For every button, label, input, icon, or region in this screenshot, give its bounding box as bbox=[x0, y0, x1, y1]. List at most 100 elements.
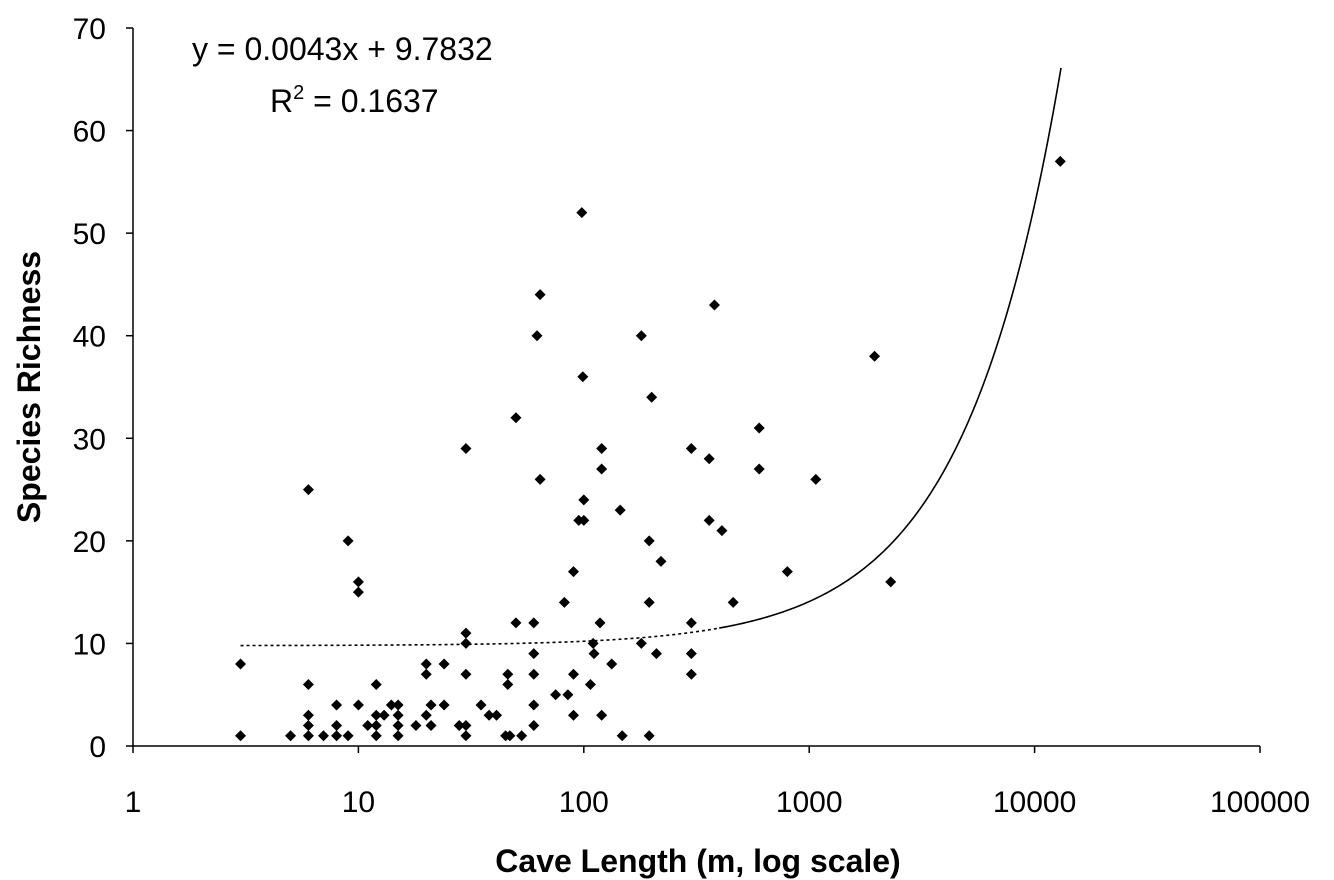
data-point bbox=[302, 678, 314, 690]
data-point bbox=[370, 709, 382, 721]
y-axis: 0 10 20 30 40 50 60 70 bbox=[73, 13, 134, 764]
data-point bbox=[576, 207, 588, 219]
y-axis-ticks: 0 10 20 30 40 50 60 70 bbox=[73, 13, 133, 764]
data-point bbox=[753, 422, 765, 434]
data-point bbox=[531, 330, 543, 342]
data-point bbox=[352, 586, 364, 598]
data-point bbox=[392, 719, 404, 731]
data-point bbox=[370, 719, 382, 731]
data-point bbox=[587, 637, 599, 649]
data-point bbox=[410, 719, 422, 731]
data-point bbox=[392, 699, 404, 711]
data-point bbox=[460, 719, 472, 731]
data-point bbox=[650, 648, 662, 660]
data-point bbox=[727, 596, 739, 608]
y-tick-label: 10 bbox=[73, 628, 106, 661]
data-point bbox=[646, 391, 658, 403]
data-point bbox=[528, 648, 540, 660]
x-axis: 1 10 100 1000 10000 100000 bbox=[125, 745, 1310, 819]
data-point bbox=[558, 596, 570, 608]
y-tick-label: 30 bbox=[73, 423, 106, 456]
data-point bbox=[528, 719, 540, 731]
data-point bbox=[716, 525, 728, 537]
data-point bbox=[635, 637, 647, 649]
data-point bbox=[235, 730, 247, 742]
data-point bbox=[502, 678, 514, 690]
data-point bbox=[352, 699, 364, 711]
data-point bbox=[331, 699, 343, 711]
data-point bbox=[635, 330, 647, 342]
data-point bbox=[596, 463, 608, 475]
data-point bbox=[594, 617, 606, 629]
data-point bbox=[510, 617, 522, 629]
data-point bbox=[460, 637, 472, 649]
data-point bbox=[596, 709, 608, 721]
data-point bbox=[302, 730, 314, 742]
r-squared-value: = 0.1637 bbox=[304, 83, 438, 119]
r-squared-exponent: 2 bbox=[293, 82, 304, 104]
data-point bbox=[616, 730, 628, 742]
data-point bbox=[528, 699, 540, 711]
data-point bbox=[302, 719, 314, 731]
data-point bbox=[516, 730, 528, 742]
data-point bbox=[317, 730, 329, 742]
data-point bbox=[342, 535, 354, 547]
data-point bbox=[578, 494, 590, 506]
data-point bbox=[425, 699, 437, 711]
trendline-annotation: y = 0.0043x + 9.7832 R2 = 0.1637 bbox=[192, 31, 493, 119]
data-point bbox=[655, 555, 667, 567]
data-point bbox=[562, 689, 574, 701]
data-point bbox=[392, 709, 404, 721]
y-tick-label: 60 bbox=[73, 116, 106, 149]
data-point bbox=[420, 668, 432, 680]
data-point bbox=[606, 658, 618, 670]
x-tick-label: 1000 bbox=[776, 786, 843, 819]
data-point bbox=[567, 566, 579, 578]
data-point bbox=[460, 730, 472, 742]
data-point bbox=[460, 627, 472, 639]
data-point bbox=[331, 719, 343, 731]
data-point bbox=[643, 596, 655, 608]
data-point bbox=[753, 463, 765, 475]
data-point bbox=[342, 730, 354, 742]
data-point bbox=[438, 699, 450, 711]
data-point bbox=[370, 730, 382, 742]
data-point bbox=[420, 709, 432, 721]
data-point bbox=[378, 709, 390, 721]
y-tick-label: 20 bbox=[73, 526, 106, 559]
y-axis-title: Species Richness bbox=[11, 251, 47, 523]
data-point bbox=[685, 668, 697, 680]
x-axis-ticks: 1 10 100 1000 10000 100000 bbox=[125, 746, 1310, 819]
data-point bbox=[534, 289, 546, 301]
data-point bbox=[703, 514, 715, 526]
data-point bbox=[685, 648, 697, 660]
data-point bbox=[567, 668, 579, 680]
data-point bbox=[703, 453, 715, 465]
data-point bbox=[810, 473, 822, 485]
data-point bbox=[302, 484, 314, 496]
data-point bbox=[285, 730, 297, 742]
data-point bbox=[331, 730, 343, 742]
data-point bbox=[362, 719, 374, 731]
x-tick-label: 10 bbox=[342, 786, 375, 819]
data-point bbox=[643, 535, 655, 547]
data-point bbox=[235, 658, 247, 670]
data-point bbox=[614, 504, 626, 516]
data-point bbox=[504, 730, 516, 742]
data-point bbox=[885, 576, 897, 588]
data-point bbox=[385, 699, 397, 711]
data-point bbox=[781, 566, 793, 578]
y-tick-label: 0 bbox=[89, 731, 106, 764]
data-point bbox=[685, 443, 697, 455]
data-point bbox=[550, 689, 562, 701]
trendline-equation: y = 0.0043x + 9.7832 bbox=[192, 31, 493, 67]
data-points bbox=[235, 155, 1066, 742]
data-point bbox=[567, 709, 579, 721]
data-point bbox=[392, 730, 404, 742]
data-point bbox=[708, 299, 720, 311]
data-point bbox=[578, 514, 590, 526]
data-point bbox=[438, 658, 450, 670]
data-point bbox=[502, 668, 514, 680]
data-point bbox=[588, 648, 600, 660]
